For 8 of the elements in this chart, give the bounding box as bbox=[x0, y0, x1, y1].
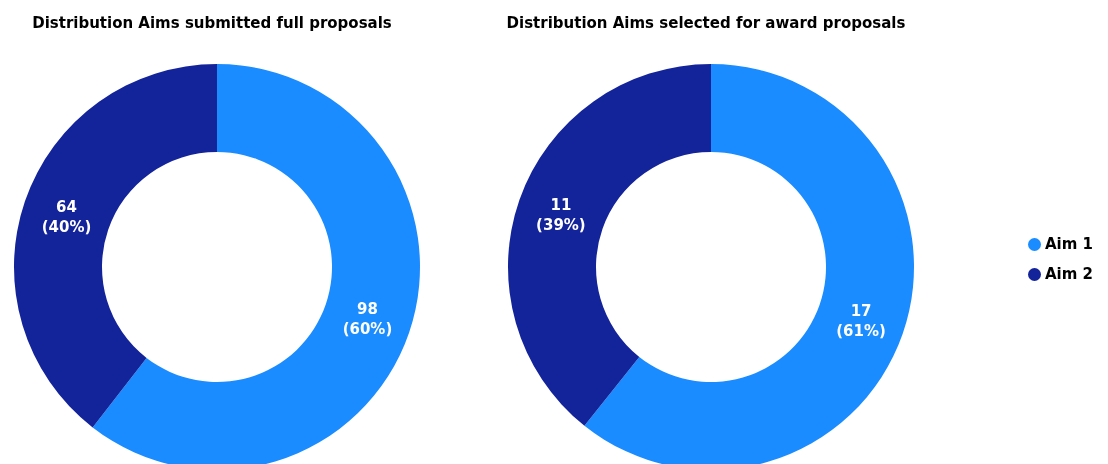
chart-title: Distribution Aims selected for award proposals bbox=[505, 14, 907, 32]
data-label: 98 (60%) bbox=[342, 300, 393, 339]
data-label: 17 (61%) bbox=[836, 301, 886, 340]
data-label: 64 (40%) bbox=[41, 197, 92, 236]
data-label: 11 (39%) bbox=[536, 196, 586, 235]
chart-title: Distribution Aims submitted full proposals bbox=[31, 14, 393, 32]
legend-label: Aim 1 bbox=[1045, 235, 1094, 253]
legend-label: Aim 2 bbox=[1045, 265, 1094, 283]
